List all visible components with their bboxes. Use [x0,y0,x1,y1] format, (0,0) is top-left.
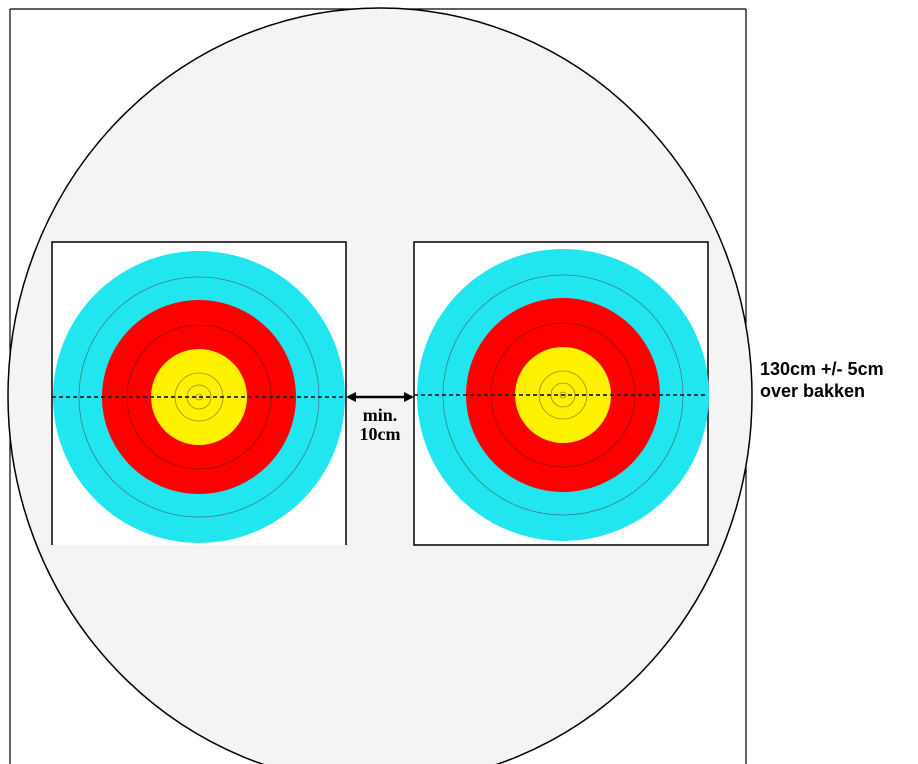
right-ring-gold-inner-line [538,370,588,420]
right-target-face [413,241,709,546]
height-label-line2: over bakken [760,381,866,401]
right-center-mark [559,391,567,399]
gap-label-line2: 10cm [359,424,401,444]
gap-label-line1: min. [362,405,398,425]
height-label-line1: 130cm +/- 5cm [760,359,884,379]
height-label: 130cm +/- 5cm over bakken [760,358,884,402]
left-target-face [51,241,347,545]
gap-label: min. 10cm [344,406,416,444]
target-boss-circle [7,7,753,764]
